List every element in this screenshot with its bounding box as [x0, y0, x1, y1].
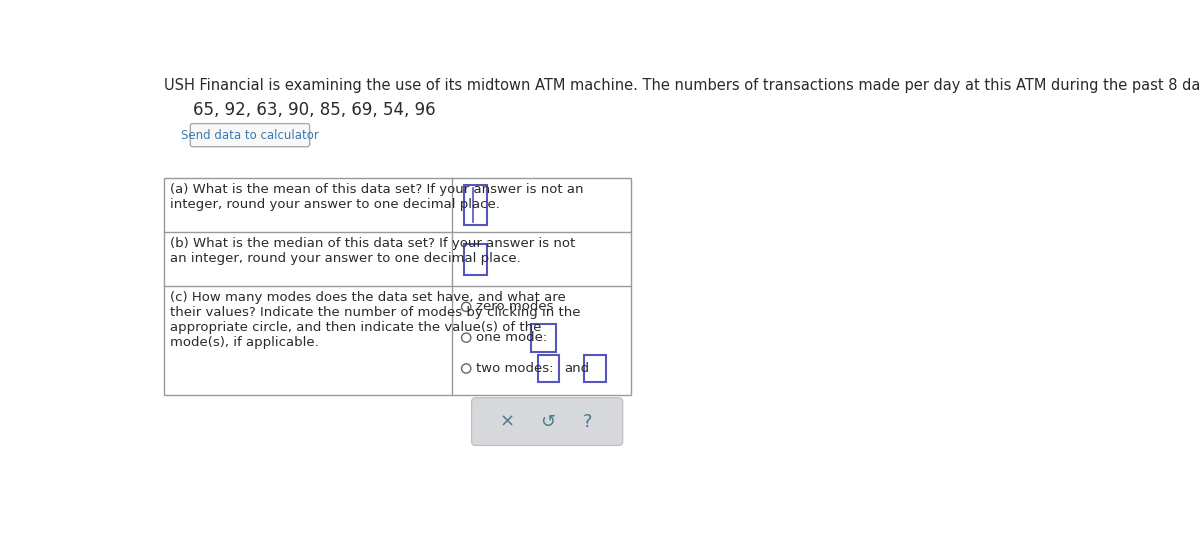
Text: USH Financial is examining the use of its midtown ATM machine. The numbers of tr: USH Financial is examining the use of it… — [164, 78, 1200, 93]
Text: (a) What is the mean of this data set? If your answer is not an
integer, round y: (a) What is the mean of this data set? I… — [170, 183, 583, 211]
Bar — [464, 185, 487, 225]
Text: ×: × — [499, 413, 515, 430]
Bar — [584, 355, 606, 382]
Text: one mode:: one mode: — [475, 331, 547, 344]
Bar — [164, 178, 630, 396]
Text: Send data to calculator: Send data to calculator — [181, 129, 319, 142]
Text: (c) How many modes does the data set have, and what are
their values? Indicate t: (c) How many modes does the data set hav… — [170, 291, 581, 349]
Bar — [464, 244, 487, 274]
Text: (b) What is the median of this data set? If your answer is not
an integer, round: (b) What is the median of this data set?… — [170, 237, 576, 265]
Text: ↺: ↺ — [540, 413, 554, 430]
Text: and: and — [564, 362, 589, 375]
Text: 65, 92, 63, 90, 85, 69, 54, 96: 65, 92, 63, 90, 85, 69, 54, 96 — [193, 101, 436, 120]
FancyBboxPatch shape — [191, 124, 310, 147]
Bar — [538, 355, 559, 382]
Text: two modes:: two modes: — [475, 362, 553, 375]
Text: zero modes: zero modes — [475, 300, 553, 314]
Text: ?: ? — [582, 413, 592, 430]
FancyBboxPatch shape — [472, 398, 623, 445]
Bar — [532, 324, 556, 352]
